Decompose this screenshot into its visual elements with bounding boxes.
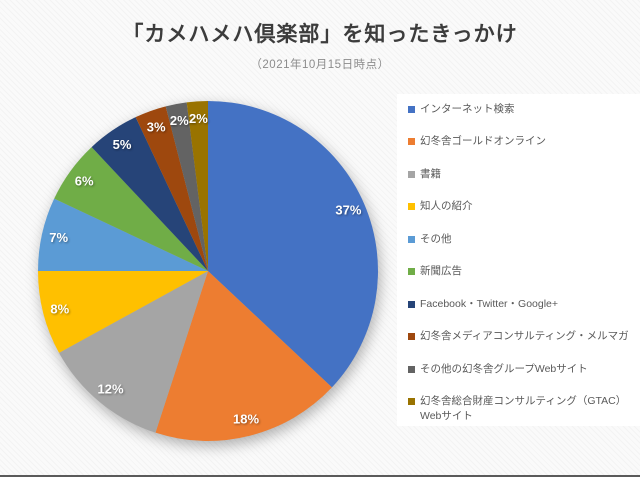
pie-slice-label-9: 2% [189,111,208,126]
pie-slice-6 [91,117,208,272]
legend-item-4: その他 [408,232,637,247]
pie-slice-label-1: 18% [233,412,259,427]
legend-item-label: 新聞広告 [420,265,462,278]
pie-slice-label-8: 2% [170,113,189,128]
legend-item-label: 知人の紹介 [420,200,473,213]
legend-swatch-icon [408,365,415,373]
pie-slice-8 [165,102,208,271]
legend-item-label: 書籍 [420,167,441,180]
pie-slice-label-3: 8% [50,302,69,317]
legend-item-9: 幻冬舎総合財産コンサルティング（GTAC）Webサイト [408,394,637,424]
legend-item-label: 幻冬舎メディアコンサルティング・メルマガ [420,330,629,343]
pie-slice-0 [208,101,378,388]
pie-slice-7 [135,106,208,271]
pie-slice-label-0: 37% [335,203,361,218]
legend-swatch-icon [408,333,415,341]
legend-item-5: 新聞広告 [408,264,637,279]
legend-swatch-icon [408,170,415,178]
legend: インターネット検索幻冬舎ゴールドオンライン 書籍知人の紹介その他新聞広告 Faceb… [408,102,637,424]
chart-subtitle: （2021年10月15日時点） [250,59,390,71]
legend-background-panel [397,94,640,426]
pie-slice-label-2: 12% [97,381,123,396]
pie-slice-9 [186,101,208,271]
legend-swatch-icon [408,268,415,276]
legend-item-label: その他 [420,232,452,245]
pie-slice-5 [54,147,209,271]
pie-chart: 37% 18% 12% 8% 7% 6% 5% 3% 2% 2% [38,101,378,441]
pie-slice-2 [59,271,208,433]
bottom-edge-divider [0,475,640,477]
chart-title: 「カメハメハ倶楽部」を知ったきっかけ [122,23,518,46]
legend-item-6: Facebook・Twitter・Google+ [408,297,637,312]
pie-slice-label-5: 6% [75,174,94,189]
legend-swatch-icon [408,203,415,211]
legend-swatch-icon [408,106,415,113]
legend-item-7: 幻冬舎メディアコンサルティング・メルマガ [408,329,637,344]
legend-item-3: 知人の紹介 [408,199,637,214]
pie-slice-1 [155,271,332,441]
legend-item-label: インターネット検索 [420,103,515,115]
legend-item-label: Facebook・Twitter・Google+ [420,297,559,310]
pie-slice-4 [38,198,208,271]
legend-item-8: その他の幻冬舎グループWebサイト [408,362,637,377]
legend-swatch-icon [408,235,415,243]
legend-item-2: 書籍 [408,167,637,182]
pie-slice-label-4: 7% [49,230,68,245]
pie-slice-label-6: 5% [113,137,132,152]
legend-item-label: その他の幻冬舎グループWebサイト [420,362,588,375]
legend-item-label: 幻冬舎総合財産コンサルティング（GTAC）Webサイト [420,394,627,422]
pie-slice-label-7: 3% [147,120,166,135]
legend-swatch-icon [408,300,415,308]
legend-swatch-icon [408,138,415,146]
legend-swatch-icon [408,397,415,405]
legend-item-label: 幻冬舎ゴールドオンライン [420,135,546,148]
pie-slice-3 [38,271,208,353]
legend-item-0: インターネット検索 [408,102,637,117]
legend-item-1: 幻冬舎ゴールドオンライン [408,134,637,149]
